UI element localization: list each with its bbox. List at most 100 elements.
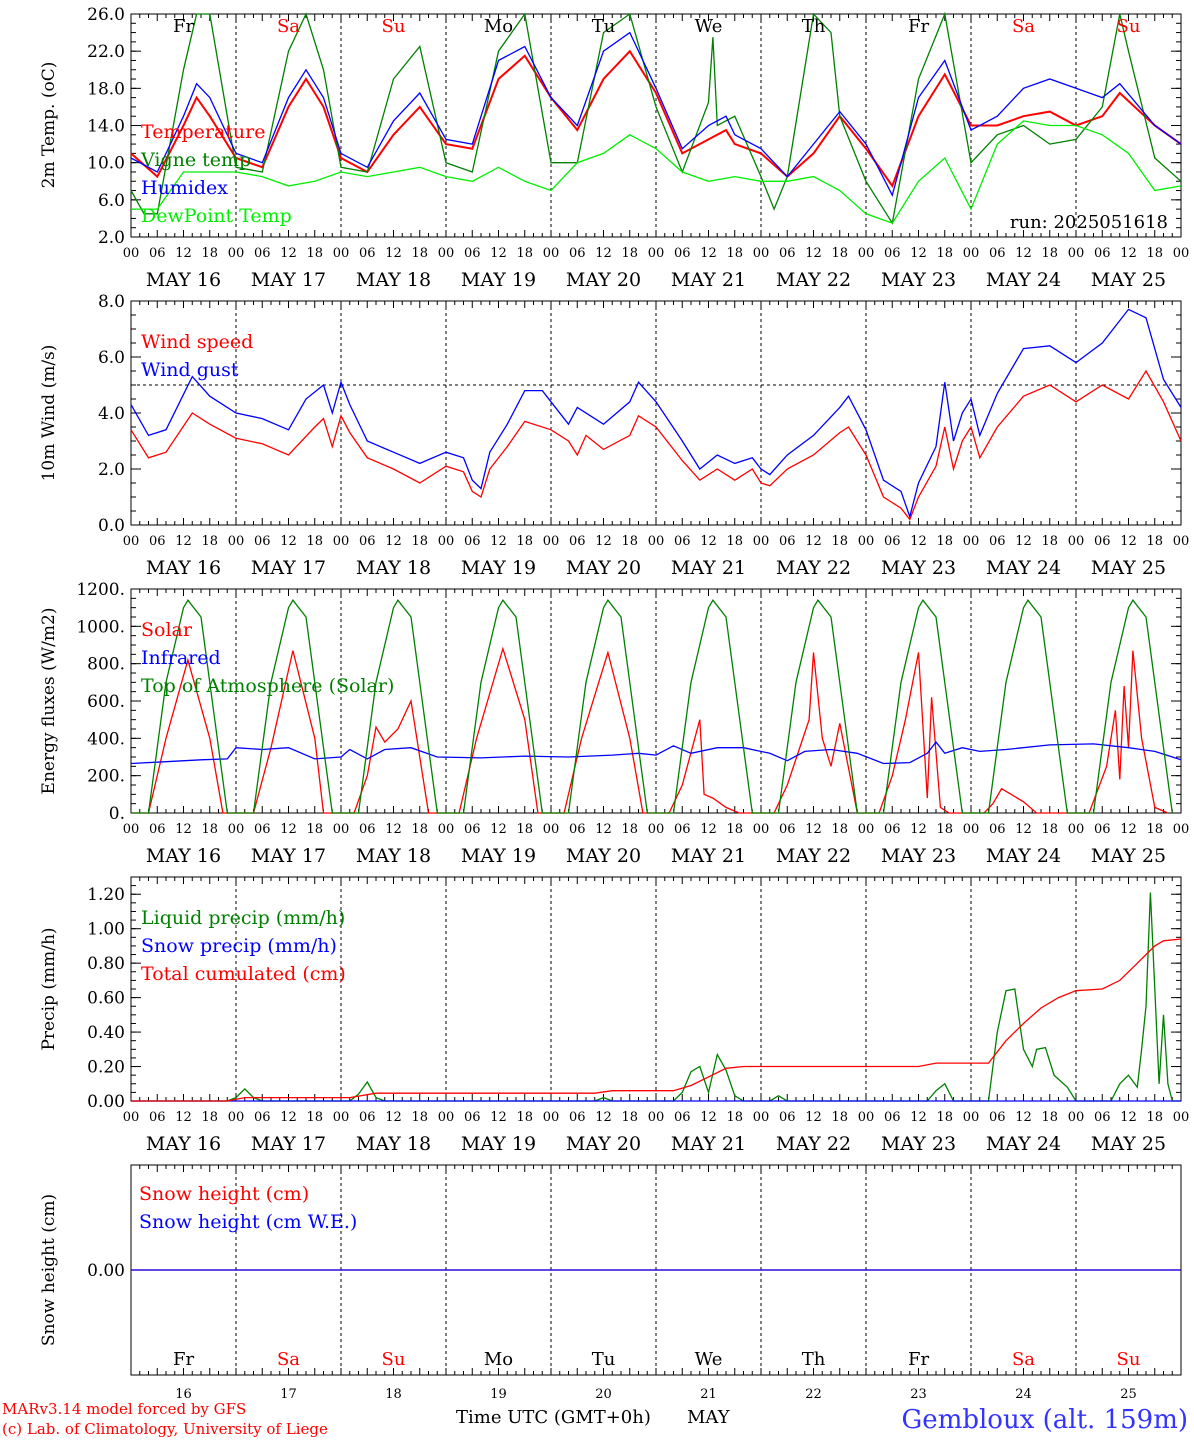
weekday-label: Th [802,16,826,37]
hour-tick-marks [130,589,1182,813]
hour-tick-label: 18 [1146,534,1163,549]
series-wind-speed [130,369,1182,521]
day-label: MAY 25 [1091,1133,1166,1155]
hour-tick-label: 12 [1120,822,1137,837]
hour-tick-label: 06 [254,822,271,837]
day-label: MAY 21 [671,1133,746,1155]
legend-entry: Humidex [141,177,228,199]
hour-tick-label: 18 [726,822,743,837]
day-label: MAY 25 [1091,557,1166,579]
day-number-label: 16 [175,1387,192,1402]
hour-tick-label: 00 [333,246,350,261]
plot-frame [130,588,1182,814]
hour-tick-label: 06 [1094,1110,1111,1125]
hour-tick-label: 00 [648,534,665,549]
series-top-of-atmosphere-solar- [131,599,1173,814]
hour-tick-label: 18 [1146,1110,1163,1125]
hour-tick-label: 18 [831,246,848,261]
hour-tick-label: 12 [280,246,297,261]
hour-tick-label: 12 [175,534,192,549]
hour-tick-label: 18 [516,1110,533,1125]
day-label: MAY 22 [776,269,851,291]
hour-tick-label: 12 [385,1110,402,1125]
hour-tick-label: 12 [1120,246,1137,261]
hour-tick-label: 00 [648,822,665,837]
hour-tick-label: 18 [831,534,848,549]
hour-tick-label: 12 [910,822,927,837]
hour-tick-label: 00 [963,534,980,549]
hour-tick-label: 06 [779,822,796,837]
hour-tick-label: 12 [595,822,612,837]
day-label: MAY 16 [146,269,221,291]
hour-tick-label: 12 [1120,534,1137,549]
hour-tick-label: 00 [1173,246,1190,261]
y-tick-label: 0.00 [87,1092,125,1112]
hour-tick-label: 00 [228,534,245,549]
hour-tick-label: 18 [1041,1110,1058,1125]
weekday-label: Sa [277,1349,300,1370]
hour-tick-label: 12 [1015,822,1032,837]
hour-tick-label: 18 [411,246,428,261]
y-axis-label: Snow height (cm) [39,1194,59,1346]
run-annotation: run: 2025051618 [1010,212,1168,233]
hour-tick-label: 00 [648,246,665,261]
hour-tick-label: 00 [438,534,455,549]
hour-tick-label: 18 [516,246,533,261]
weekday-label: Mo [484,1349,513,1370]
panel-5: 0.00 Snow height (cm) Snow height (cm) Snow… [39,1164,1182,1402]
y-tick-label: 200. [87,767,125,787]
hour-tick-label: 06 [1094,534,1111,549]
day-label: MAY 19 [461,269,536,291]
panel-3: 1200. 1000. 800. 600. 400. 200. 0. Energy fluxe… [39,580,1189,867]
weekday-label: Fr [173,16,194,37]
y-axis-label: 10m Wind (m/s) [39,345,59,482]
weekday-label: Tu [592,16,616,37]
hour-tick-label: 00 [963,822,980,837]
hour-tick-label: 06 [254,534,271,549]
hour-tick-label: 06 [569,1110,586,1125]
hour-tick-label: 18 [936,1110,953,1125]
day-label: MAY 24 [986,269,1061,291]
hour-tick-label: 06 [254,1110,271,1125]
y-tick-label: 8.0 [98,292,125,312]
hour-tick-label: 12 [490,822,507,837]
hour-tick-label: 12 [280,1110,297,1125]
hour-tick-label: 18 [726,246,743,261]
day-label: MAY 19 [461,557,536,579]
hour-tick-label: 12 [910,1110,927,1125]
legend-entry: Solar [141,619,193,641]
y-axis-label: Energy fluxes (W/m2) [39,608,59,795]
hour-tick-label: 06 [884,822,901,837]
day-label: MAY 23 [881,269,956,291]
hour-tick-label: 00 [1068,246,1085,261]
hour-tick-label: 06 [149,246,166,261]
hour-tick-label: 00 [228,822,245,837]
y-tick-label: 0.00 [87,1261,125,1281]
day-label: MAY 21 [671,269,746,291]
weekday-label: Su [1117,1349,1141,1370]
hour-tick-label: 00 [753,1110,770,1125]
day-number-label: 18 [385,1387,402,1402]
day-label: MAY 16 [146,557,221,579]
day-label: MAY 22 [776,845,851,867]
y-tick-label: 0.80 [87,954,125,974]
y-tick-label: 0.20 [87,1058,125,1078]
hour-tick-label: 12 [805,822,822,837]
day-label: MAY 23 [881,1133,956,1155]
hour-tick-label: 06 [149,1110,166,1125]
hour-tick-label: 12 [385,534,402,549]
y-axis-label: Precip (mm/h) [39,927,59,1050]
hour-tick-label: 06 [359,246,376,261]
hour-tick-label: 12 [910,246,927,261]
hour-tick-label: 18 [306,246,323,261]
hour-tick-label: 00 [1068,822,1085,837]
day-label: MAY 21 [671,845,746,867]
series-temperature [130,49,1182,189]
weekday-label: Su [1117,16,1141,37]
hour-tick-label: 18 [201,822,218,837]
hour-tick-label: 06 [569,246,586,261]
hour-tick-label: 06 [989,534,1006,549]
hour-tick-label: 06 [464,534,481,549]
hour-tick-label: 00 [963,246,980,261]
y-tick-label: 0. [109,804,125,824]
